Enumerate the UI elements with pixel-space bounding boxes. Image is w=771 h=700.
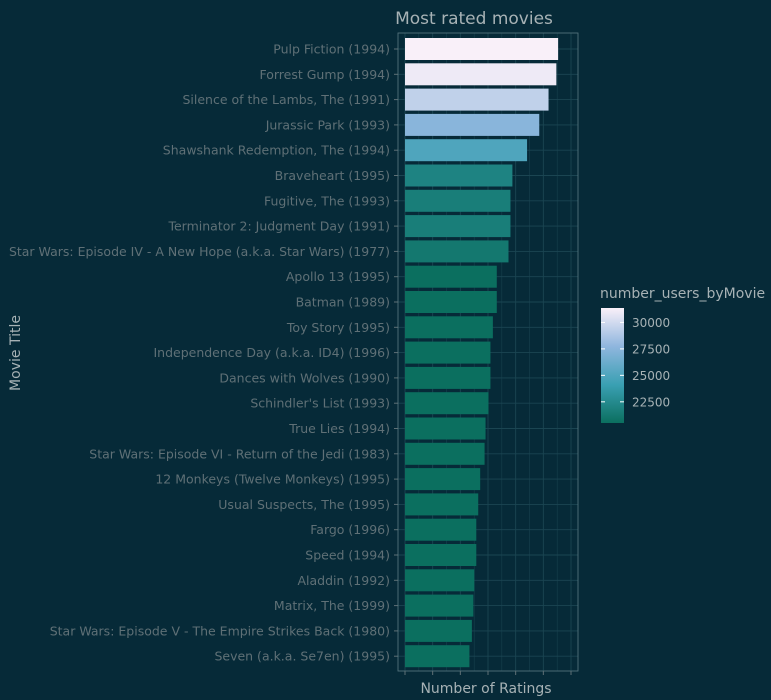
axes — [394, 32, 579, 675]
bar — [405, 518, 477, 541]
bar — [405, 341, 491, 364]
bar — [405, 493, 479, 516]
category-label: Forrest Gump (1994) — [259, 67, 390, 82]
category-label: Apollo 13 (1995) — [286, 269, 390, 284]
legend-tick-label: 22500 — [632, 395, 670, 409]
bar — [405, 291, 497, 313]
legend-tick-label: 25000 — [632, 369, 670, 383]
category-label: Toy Story (1995) — [286, 320, 390, 335]
category-label: Jurassic Park (1993) — [265, 117, 390, 132]
bar — [405, 113, 540, 136]
bar — [405, 38, 559, 60]
category-label: Star Wars: Episode V - The Empire Strike… — [50, 623, 390, 638]
category-label: Terminator 2: Judgment Day (1991) — [167, 219, 390, 234]
category-label: Speed (1994) — [305, 548, 390, 563]
category-label: 12 Monkeys (Twelve Monkeys) (1995) — [155, 472, 390, 487]
category-label: Aladdin (1992) — [298, 573, 391, 588]
category-label: Seven (a.k.a. Se7en) (1995) — [214, 649, 390, 664]
bar — [405, 63, 557, 86]
bar — [405, 569, 475, 592]
category-label: Fugitive, The (1993) — [264, 193, 390, 208]
x-axis-title: Number of Ratings — [420, 681, 551, 697]
legend: number_users_byMovie 22500 25000 27500 3000… — [600, 286, 765, 423]
category-label: Star Wars: Episode VI - Return of the Je… — [89, 446, 390, 461]
category-label: True Lies (1994) — [288, 421, 390, 436]
category-label: Shawshank Redemption, The (1994) — [163, 143, 390, 158]
bar — [405, 366, 491, 389]
bar — [405, 645, 470, 668]
bar — [405, 544, 477, 566]
category-label: Star Wars: Episode IV - A New Hope (a.k.… — [9, 244, 390, 259]
category-label: Dances with Wolves (1990) — [219, 370, 390, 385]
bar — [405, 265, 497, 288]
bar — [405, 189, 511, 212]
bar — [405, 88, 549, 111]
legend-ticks: 22500 25000 27500 30000 — [601, 316, 670, 409]
bar — [405, 619, 472, 642]
bar — [405, 594, 474, 617]
legend-tick-label: 30000 — [632, 316, 670, 330]
category-label: Usual Suspects, The (1995) — [218, 497, 390, 512]
bar — [405, 392, 489, 415]
category-label: Silence of the Lambs, The (1991) — [182, 92, 390, 107]
bar — [405, 215, 511, 238]
category-label: Schindler's List (1993) — [250, 396, 390, 411]
category-label: Independence Day (a.k.a. ID4) (1996) — [153, 345, 390, 360]
legend-title: number_users_byMovie — [600, 286, 765, 302]
category-label: Batman (1989) — [296, 295, 390, 310]
category-label: Pulp Fiction (1994) — [273, 42, 390, 57]
y-axis-title: Movie Title — [8, 315, 24, 391]
category-label: Matrix, The (1999) — [274, 598, 390, 613]
bar — [405, 164, 513, 187]
bar — [405, 468, 481, 491]
legend-tick-label: 27500 — [632, 342, 670, 356]
bar — [405, 417, 486, 440]
bar — [405, 442, 485, 465]
bar — [405, 139, 528, 162]
legend-colorbar — [601, 308, 624, 423]
category-labels: Pulp Fiction (1994) Forrest Gump (1994) Si… — [9, 42, 390, 664]
bar — [405, 316, 493, 339]
chart-title: Most rated movies — [395, 9, 553, 29]
category-label: Braveheart (1995) — [275, 168, 390, 183]
bars — [405, 38, 559, 668]
bar — [405, 240, 509, 263]
category-label: Fargo (1996) — [310, 522, 390, 537]
